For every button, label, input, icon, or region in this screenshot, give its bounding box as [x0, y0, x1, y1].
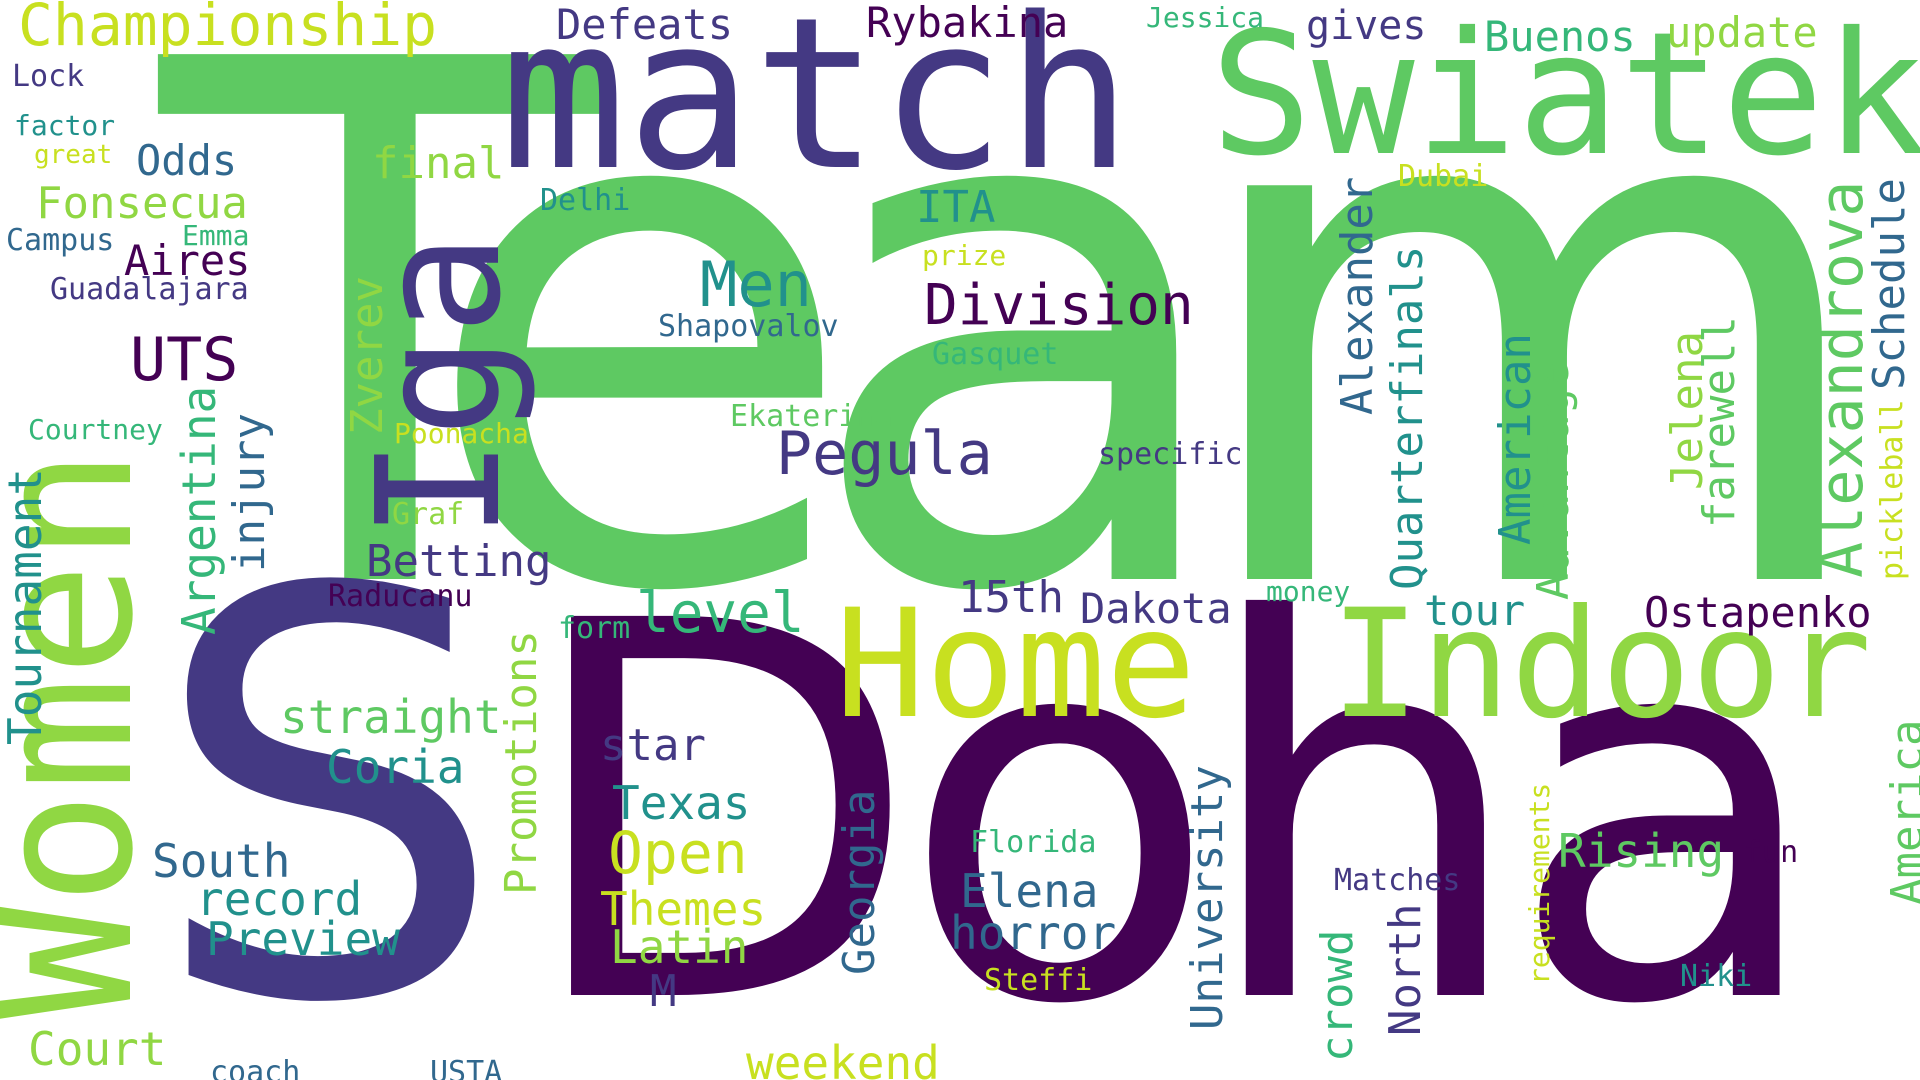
word-graf: Graf	[392, 497, 465, 532]
word-alexander: Alexander	[1332, 176, 1383, 415]
word-men: Men	[700, 248, 812, 321]
word-gasquet: Gasquet	[932, 337, 1059, 372]
word-preview: Preview	[206, 912, 400, 966]
word-great: great	[34, 140, 113, 170]
word-promotions: Promotions	[496, 630, 547, 895]
word-level: level	[636, 581, 805, 646]
word-ita: ITA	[916, 182, 996, 233]
word-guadalajara: Guadalajara	[50, 272, 249, 307]
word-ekaterina: Ekaterina	[730, 399, 893, 434]
word-buenos: Buenos	[1484, 12, 1636, 61]
word-usta: USTA	[430, 1055, 503, 1080]
word-final: final	[372, 138, 505, 189]
word-advantage: Advantage	[1528, 361, 1579, 600]
word-argentina: Argentina	[172, 385, 226, 635]
word-betting: Betting	[366, 536, 552, 587]
word-home: Home	[835, 578, 1197, 752]
word-north: North	[1380, 903, 1431, 1036]
word-factor: factor	[14, 109, 116, 142]
word-alexandrova: Alexandrova	[1807, 180, 1877, 578]
word-fun: fun	[1744, 835, 1799, 870]
word-team: Team	[160, 0, 1883, 749]
word-ostapenko: Ostapenko	[1644, 588, 1872, 637]
word-form: form	[558, 611, 631, 646]
word-rising: Rising	[1558, 824, 1725, 878]
word-court: Court	[28, 1022, 167, 1076]
word-crowd: crowd	[1312, 929, 1363, 1062]
word-dakota: Dakota	[1080, 584, 1232, 633]
word-poonacha: Poonacha	[394, 417, 529, 450]
word-zverev: Zverev	[342, 276, 393, 435]
word-lock: Lock	[12, 59, 85, 94]
word-15th: 15th	[958, 572, 1064, 623]
word-indoor: Indoor	[1330, 578, 1872, 752]
word-defeats: Defeats	[556, 0, 734, 49]
word-coach: coach	[210, 1055, 301, 1080]
word-m: M	[650, 966, 677, 1017]
word-shapovalov: Shapovalov	[658, 309, 839, 344]
word-star: star	[600, 720, 706, 771]
word-pickleball: pickleball	[1875, 399, 1910, 580]
word-jessica: Jessica	[1146, 1, 1265, 34]
word-update: update	[1666, 8, 1818, 57]
word-record: record	[196, 872, 363, 926]
word-delhi: Delhi	[540, 183, 631, 218]
word-south: South	[152, 834, 291, 888]
word-schedule: Schedule	[1864, 178, 1915, 390]
word-championship: Championship	[18, 0, 438, 59]
word-aires: Aires	[124, 236, 251, 285]
word-campus: Campus	[6, 223, 115, 258]
word-texas: Texas	[612, 776, 751, 830]
word-dubai: Dubai	[1398, 159, 1489, 194]
word-latin: Latin	[610, 920, 749, 974]
word-uts: UTS	[130, 325, 239, 395]
word-money: money	[1266, 575, 1351, 608]
word-requirements: requirements	[1523, 782, 1556, 985]
word-s: S	[150, 474, 506, 1080]
word-division: Division	[924, 273, 1194, 338]
word-tour: tour	[1424, 586, 1526, 635]
word-emma: Emma	[182, 219, 250, 252]
word-niki: Niki	[1680, 959, 1753, 994]
word-prize: prize	[922, 239, 1007, 272]
word-florida: Florida	[970, 825, 1097, 860]
word-fonsecua: Fonsecua	[36, 178, 248, 229]
word-weekend: weekend	[746, 1036, 940, 1080]
word-specific: specific	[1098, 437, 1243, 472]
word-match: match	[500, 0, 1133, 217]
word-courtney: Courtney	[28, 413, 163, 446]
word-quarterfinals: Quarterfinals	[1382, 245, 1433, 590]
word-raducanu: Raducanu	[328, 579, 473, 614]
word-rybakina: Rybakina	[866, 0, 1069, 47]
word-matches: Matches	[1334, 863, 1461, 898]
word-injury: injury	[224, 413, 275, 572]
word-odds: Odds	[136, 136, 238, 185]
word-themes: Themes	[600, 882, 767, 936]
word-gives: gives	[1306, 3, 1427, 49]
word-steffi: Steffi	[984, 963, 1093, 998]
word-university: University	[1182, 765, 1233, 1030]
word-farewell: farewell	[1694, 316, 1745, 528]
word-coria: Coria	[326, 740, 465, 794]
word-doha: Doha	[520, 512, 1827, 1080]
word-straight: straight	[280, 690, 502, 744]
word-swiatek: Swiatek	[1210, 0, 1920, 194]
word-america: America	[1882, 719, 1920, 905]
word-elena: Elena	[960, 864, 1099, 918]
word-pegula: Pegula	[776, 419, 993, 489]
word-georgia: Georgia	[834, 789, 885, 975]
word-horror: horror	[950, 906, 1117, 960]
word-open: Open	[608, 819, 748, 887]
word-tournament: Tournament	[0, 468, 52, 745]
